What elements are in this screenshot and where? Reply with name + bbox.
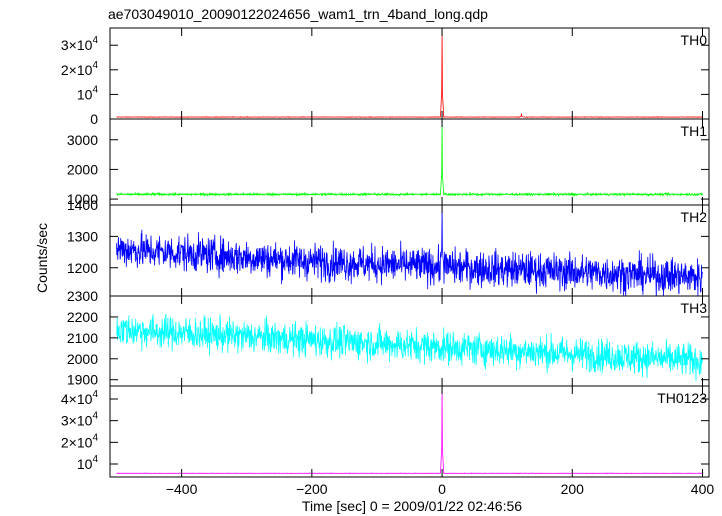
y-tick-label: 2200 bbox=[67, 309, 98, 325]
y-tick-label: 3×104 bbox=[61, 411, 99, 429]
y-tick-label: 1400 bbox=[67, 197, 98, 213]
panel-th1: 1000 2000 3000 TH1 bbox=[67, 118, 710, 207]
y-tick-label: 1000 bbox=[67, 191, 98, 207]
x-axis-ticks: −400 −200 0 200 400 bbox=[166, 481, 715, 497]
series-line-th1 bbox=[116, 120, 703, 198]
y-tick-label: 104 bbox=[77, 84, 99, 102]
panel-frame bbox=[109, 385, 710, 478]
panel-frame bbox=[109, 27, 710, 120]
x-tick-label: 200 bbox=[561, 481, 585, 497]
y-tick-label: 2×104 bbox=[61, 60, 99, 78]
panel-th0: 0 104 2×104 3×104 TH0 bbox=[61, 27, 710, 127]
series-line-th2 bbox=[116, 205, 703, 296]
y-tick-label: 104 bbox=[77, 454, 99, 472]
y-tick-label: 1200 bbox=[67, 260, 98, 276]
y-tick-label: 0 bbox=[90, 111, 98, 127]
x-axis-title: Time [sec] 0 = 2009/01/22 02:46:56 bbox=[302, 498, 522, 514]
panel-label-th1: TH1 bbox=[681, 123, 708, 139]
panel-th3: 1900 2000 2100 2200 2300 TH3 bbox=[67, 288, 710, 388]
y-tick-label: 1300 bbox=[67, 228, 98, 244]
panel-label-th3: TH3 bbox=[681, 300, 708, 316]
y-tick-label: 2100 bbox=[67, 330, 98, 346]
y-tick-label: 2000 bbox=[67, 351, 98, 367]
panels: 0 104 2×104 3×104 TH0 1000 2000 3000 TH1 1200 1300… bbox=[61, 27, 710, 478]
panel-label-th2: TH2 bbox=[681, 209, 708, 225]
y-tick-label: 4×104 bbox=[61, 389, 99, 407]
chart-title: ae703049010_20090122024656_wam1_trn_4ban… bbox=[108, 6, 488, 22]
y-axis-title: Counts/sec bbox=[34, 223, 50, 293]
x-tick-label: −200 bbox=[296, 481, 328, 497]
series-line-th3 bbox=[116, 313, 703, 382]
y-tick-label: 2000 bbox=[67, 161, 98, 177]
y-tick-label: 1900 bbox=[67, 372, 98, 388]
y-tick-label: 3000 bbox=[67, 132, 98, 148]
y-tick-label: 2300 bbox=[67, 288, 98, 304]
series-line-th0123 bbox=[116, 387, 703, 475]
panel-label-th0: TH0 bbox=[681, 32, 708, 48]
panel-th2: 1200 1300 1400 TH2 bbox=[67, 197, 710, 297]
series-line-th0 bbox=[116, 29, 703, 118]
x-tick-label: 400 bbox=[691, 481, 715, 497]
panel-frame bbox=[109, 118, 710, 206]
y-tick-label: 2×104 bbox=[61, 432, 99, 450]
x-tick-label: −400 bbox=[166, 481, 198, 497]
y-tick-label: 3×104 bbox=[61, 35, 99, 53]
x-tick-label: 0 bbox=[438, 481, 446, 497]
panel-label-th0123: TH0123 bbox=[657, 390, 707, 406]
panel-th0123: 104 2×104 3×104 4×104 TH0123 bbox=[61, 385, 710, 478]
